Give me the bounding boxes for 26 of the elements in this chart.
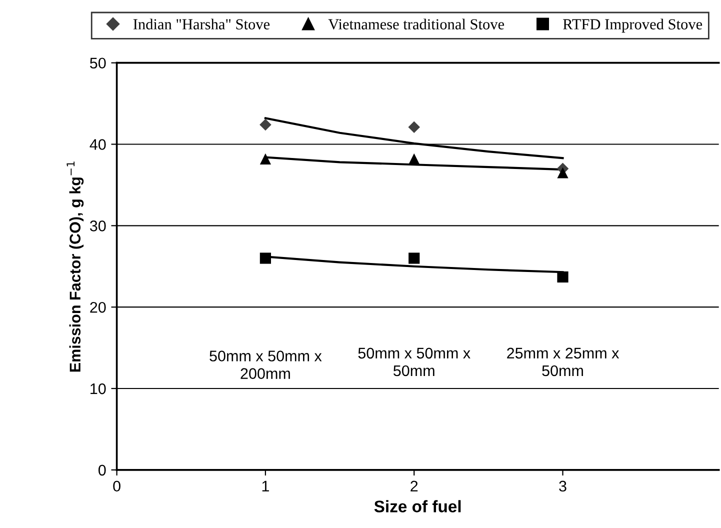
x-tick-label: 3 bbox=[559, 480, 566, 492]
y-tick-label: 40 bbox=[90, 139, 106, 150]
x-tick-label: 1 bbox=[262, 480, 269, 492]
point bbox=[260, 153, 272, 164]
y-tick-label: 0 bbox=[98, 464, 106, 476]
point bbox=[408, 153, 420, 164]
point bbox=[557, 271, 568, 283]
point bbox=[408, 252, 420, 264]
legend-label: Indian "Harsha" Stove bbox=[133, 18, 270, 30]
x-tick-label: 2 bbox=[410, 480, 418, 492]
x-tick-label: 0 bbox=[113, 480, 120, 492]
y-tick-label: 30 bbox=[90, 220, 106, 232]
point bbox=[260, 118, 272, 131]
point bbox=[260, 252, 272, 264]
y-axis-title: Emission Factor (CO), g kg$^{−1}$ bbox=[66, 162, 84, 372]
point bbox=[408, 121, 420, 134]
y-tick-label: 10 bbox=[90, 383, 106, 394]
annotation: 50mm x 50mm x 200mm bbox=[210, 350, 322, 379]
annotation: 50mm x 50mm x 50mm bbox=[358, 348, 470, 376]
x-axis-title: Size of fuel bbox=[374, 500, 461, 512]
legend-label: Vietnamese traditional Stove bbox=[328, 18, 504, 30]
legend-label: RTFD Improved Stove bbox=[563, 18, 702, 33]
annotation: 25mm x 25mm x 50mm bbox=[507, 348, 620, 376]
y-tick-label: 20 bbox=[90, 302, 106, 313]
point bbox=[557, 167, 568, 178]
y-tick-label: 50 bbox=[90, 58, 106, 69]
